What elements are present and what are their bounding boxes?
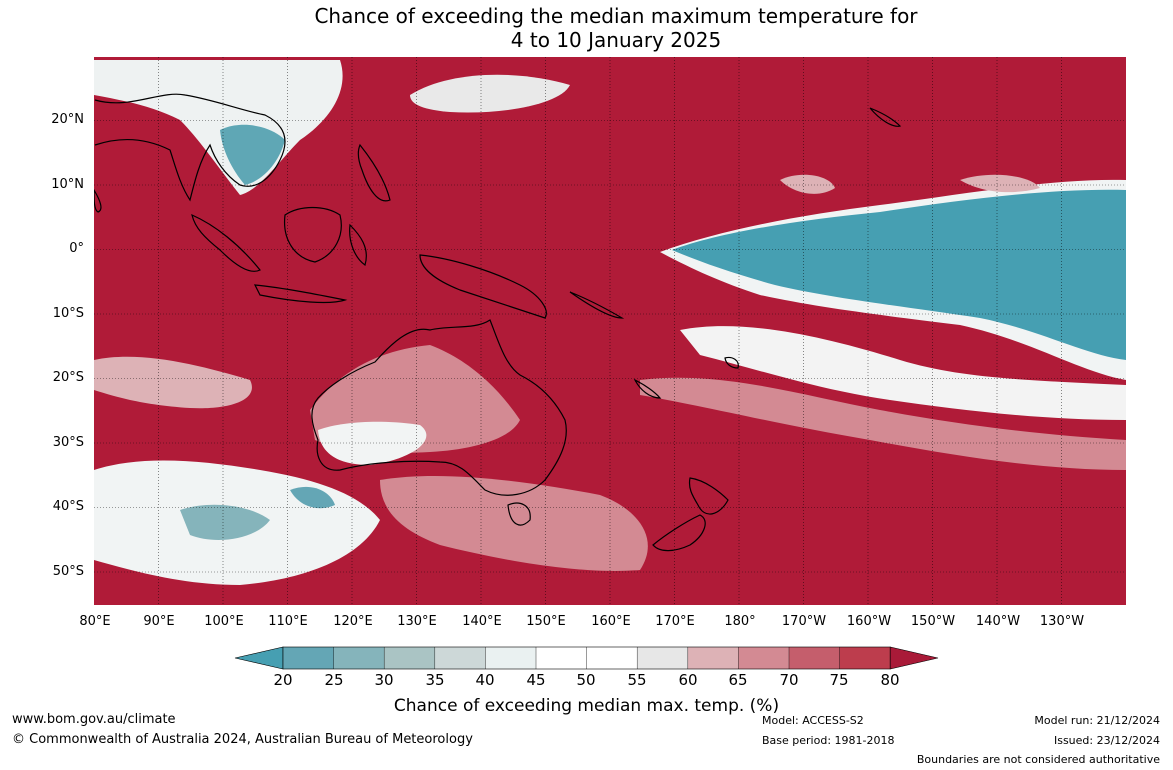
lon-label-130e: 130°E — [397, 614, 437, 629]
borneo-coastline — [283, 206, 342, 263]
lat-label-50s: 50°S — [52, 564, 84, 579]
footer-model: Model: ACCESS-S2 — [762, 714, 864, 727]
new-guinea-coastline — [419, 254, 547, 319]
australia-pale-region — [318, 421, 427, 465]
north-pacific-pink-patch-2 — [960, 174, 1040, 193]
lon-label-140w: 140°W — [975, 614, 1021, 629]
lon-label-180: 180° — [724, 614, 756, 629]
lon-label-90e: 90°E — [143, 614, 175, 629]
lon-label-120e: 120°E — [333, 614, 373, 629]
lon-label-170w: 170°W — [781, 614, 827, 629]
graticule — [94, 57, 1126, 605]
colorbar-tick-40: 40 — [475, 671, 495, 689]
indian-ocean-pink-patch — [94, 356, 252, 409]
india-tip-coastline — [94, 188, 102, 213]
footer-model-run: Model run: 21/12/2024 — [1034, 714, 1160, 727]
equatorial-pacific-cool-region — [672, 189, 1126, 360]
footer-website: www.bom.gov.au/climate — [12, 712, 176, 727]
south-pacific-pale-band — [680, 326, 1126, 420]
colorbar-tick-35: 35 — [425, 671, 445, 689]
sulawesi-coastline — [349, 223, 367, 266]
lat-label-20n: 20°N — [51, 112, 84, 127]
lon-label-110e: 110°E — [268, 614, 308, 629]
lon-label-140e: 140°E — [462, 614, 502, 629]
colorbar-segment — [384, 647, 436, 669]
colorbar-segment — [434, 647, 486, 669]
colorbar-segment — [485, 647, 537, 669]
coastlines — [94, 93, 902, 552]
new-zealand-north-coastline — [688, 477, 729, 515]
colorbar-segment — [839, 647, 891, 669]
colorbar-tick-50: 50 — [576, 671, 596, 689]
hawaii-coastline — [869, 107, 902, 127]
java-coastline — [253, 284, 348, 304]
australia-coastline — [311, 319, 567, 496]
lon-label-150w: 150°W — [910, 614, 956, 629]
colorbar-label: Chance of exceeding median max. temp. (%… — [393, 696, 780, 716]
lon-label-160w: 160°W — [846, 614, 892, 629]
colorbar-tick-65: 65 — [728, 671, 748, 689]
lon-label-170e: 170°E — [655, 614, 695, 629]
lat-label-10s: 10°S — [52, 306, 84, 321]
north-pacific-pink-patch — [780, 174, 835, 194]
lon-label-150e: 150°E — [526, 614, 566, 629]
colorbar-segment — [283, 647, 335, 669]
colorbar-tick-75: 75 — [829, 671, 849, 689]
solomon-islands-coastline — [569, 291, 625, 319]
lon-label-160e: 160°E — [591, 614, 631, 629]
colorbar-segment — [789, 647, 841, 669]
lon-label-80e: 80°E — [79, 614, 111, 629]
southeast-asia-pale-region — [94, 60, 343, 195]
lon-label-130w: 130°W — [1039, 614, 1085, 629]
philippines-coastline — [357, 143, 391, 202]
north-pacific-pale-patch — [410, 74, 570, 113]
fiji-coastline — [724, 356, 739, 369]
colorbar — [234, 646, 939, 670]
sumatra-coastline — [191, 213, 261, 272]
colorbar-segment — [586, 647, 638, 669]
colorbar-tick-70: 70 — [779, 671, 799, 689]
colorbar-segment — [637, 647, 689, 669]
indochina-coastline — [94, 93, 286, 202]
new-zealand-south-coastline — [652, 514, 706, 552]
southeast-asia-cool-region — [220, 124, 285, 185]
new-caledonia-coastline — [633, 378, 662, 399]
colorbar-tick-60: 60 — [678, 671, 698, 689]
tasman-pink-region — [380, 475, 648, 571]
colorbar-extension-high — [889, 646, 939, 670]
map-area — [94, 57, 1126, 605]
lat-label-40s: 40°S — [52, 499, 84, 514]
lat-label-10n: 10°N — [51, 177, 84, 192]
map-title: Chance of exceeding the median maximum t… — [0, 4, 1173, 52]
lat-label-20s: 20°S — [52, 370, 84, 385]
footer-copyright: © Commonwealth of Australia 2024, Austra… — [12, 732, 473, 747]
colorbar-tick-25: 25 — [324, 671, 344, 689]
colorbar-tick-80: 80 — [880, 671, 900, 689]
colorbar-tick-45: 45 — [526, 671, 546, 689]
southern-indian-ocean-cool-patch-2 — [290, 486, 335, 509]
colorbar-segment — [738, 647, 790, 669]
lon-label-100e: 100°E — [204, 614, 244, 629]
title-line-1: Chance of exceeding the median maximum t… — [314, 4, 918, 28]
footer-base-period: Base period: 1981-2018 — [762, 734, 895, 747]
footer-disclaimer: Boundaries are not considered authoritat… — [916, 753, 1160, 766]
title-line-2: 4 to 10 January 2025 — [510, 28, 722, 52]
colorbar-segment — [536, 647, 588, 669]
lat-label-30s: 30°S — [52, 435, 84, 450]
colorbar-tick-30: 30 — [374, 671, 394, 689]
colorbar-segment — [687, 647, 739, 669]
tasmania-coastline — [507, 502, 531, 526]
lat-label-0: 0° — [69, 241, 84, 256]
colorbar-tick-55: 55 — [627, 671, 647, 689]
southern-indian-ocean-cool-patch — [180, 504, 270, 540]
footer-issued: Issued: 23/12/2024 — [1053, 734, 1160, 747]
colorbar-extension-low — [234, 646, 284, 670]
colorbar-segment — [333, 647, 385, 669]
south-pacific-pink-band — [640, 377, 1126, 470]
colorbar-tick-20: 20 — [273, 671, 293, 689]
